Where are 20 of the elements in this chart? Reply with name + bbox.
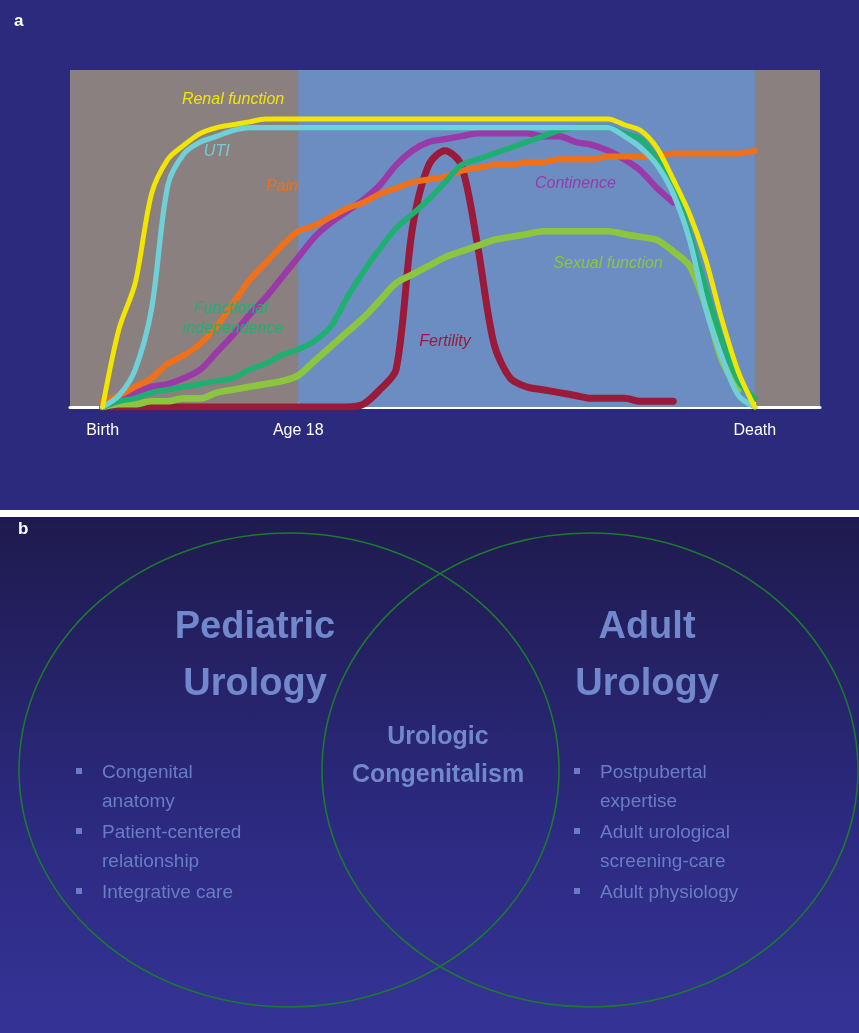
series-label: Fertility: [419, 332, 472, 350]
text: Pediatric Urology: [173, 603, 337, 705]
series-label: Sexual function: [553, 254, 663, 272]
chart-title: a: [14, 11, 24, 30]
text: Congenital anatomy: [102, 760, 194, 814]
text: Postpubertal expertise: [600, 760, 708, 814]
text: Patient-centered relationship: [102, 820, 243, 874]
text: Adult physiology: [600, 880, 740, 904]
text: Urologic Congenitalism: [350, 720, 526, 789]
series-label: UTI: [203, 142, 231, 160]
x-tick-label: Death: [733, 420, 777, 438]
text: Adult Urology: [574, 603, 720, 705]
text: b: [18, 519, 29, 539]
x-tick-label: Birth: [86, 420, 120, 438]
text: Integrative care: [102, 880, 234, 904]
text: Adult urological screening-care: [600, 820, 731, 874]
x-tick-label: Age 18: [272, 420, 324, 438]
series-label: Continence: [534, 173, 617, 191]
series-label: Renal function: [181, 90, 285, 108]
text: Pain: [265, 176, 299, 194]
